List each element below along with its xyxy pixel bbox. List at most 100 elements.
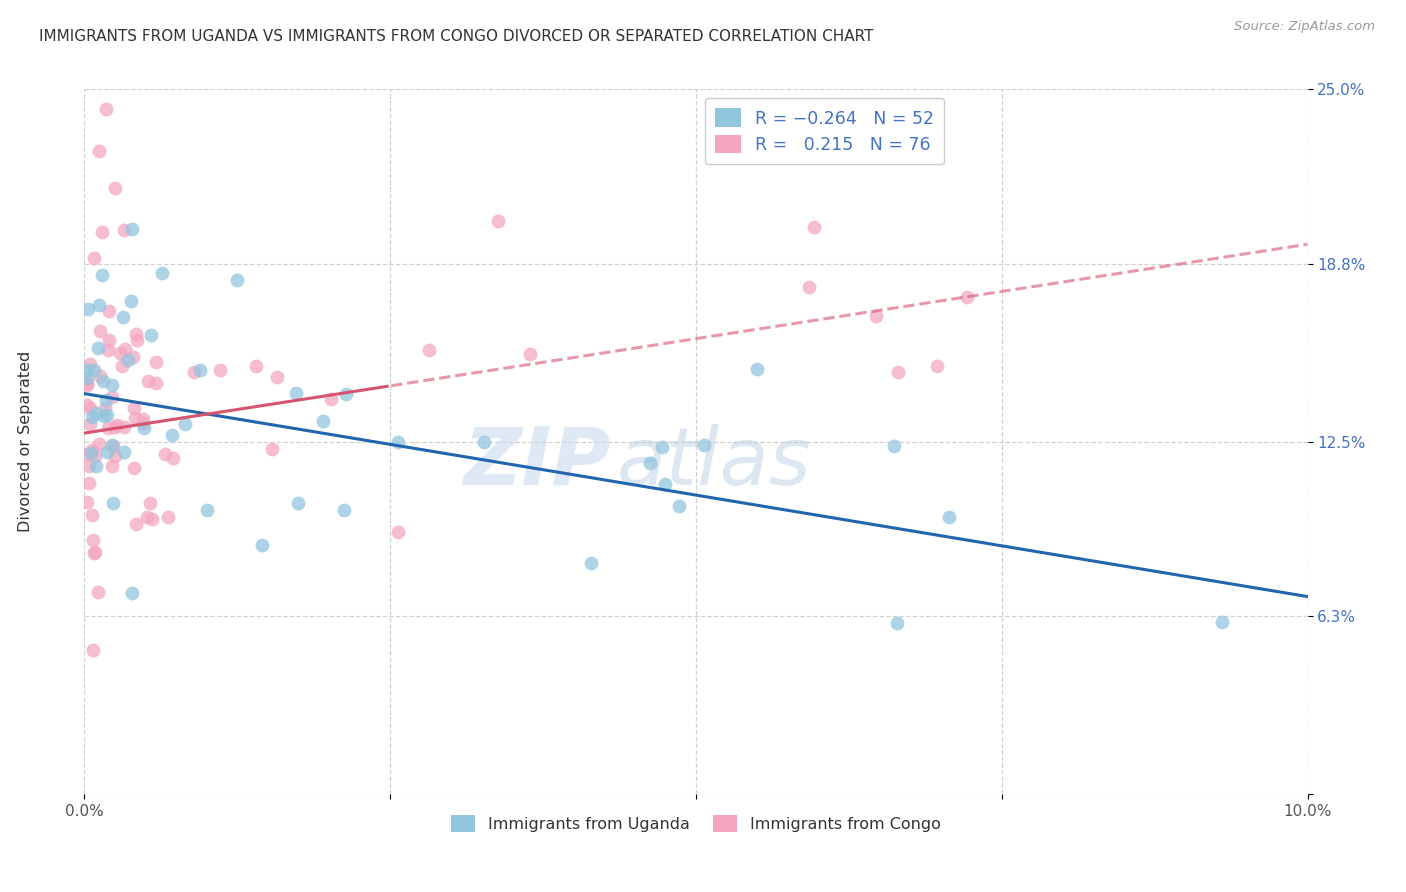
Point — [80, 446, 103, 460]
Point — [108, 345, 131, 359]
Point — [208, 363, 231, 377]
Point — [141, 512, 163, 526]
Text: atlas: atlas — [616, 424, 811, 501]
Point — [89, 324, 111, 338]
Point — [104, 449, 127, 463]
Text: IMMIGRANTS FROM UGANDA VS IMMIGRANTS FROM CONGO DIVORCED OR SEPARATED CORRELATIO: IMMIGRANTS FROM UGANDA VS IMMIGRANTS FRO… — [39, 29, 875, 44]
Point — [82, 443, 104, 458]
Point — [312, 414, 335, 428]
Point — [79, 458, 101, 473]
Point — [121, 351, 143, 365]
Point — [883, 439, 905, 453]
Point — [938, 509, 960, 524]
Point — [188, 363, 211, 377]
Point — [82, 508, 104, 522]
Point — [76, 371, 98, 385]
Point — [117, 352, 139, 367]
Point — [89, 369, 111, 384]
Point — [98, 304, 121, 318]
Point — [579, 556, 602, 570]
Point — [418, 343, 440, 357]
Point — [83, 363, 105, 377]
Point — [101, 438, 124, 452]
Point — [387, 435, 409, 450]
Point — [260, 442, 283, 456]
Point — [486, 214, 509, 228]
Point — [654, 477, 676, 491]
Point — [83, 545, 105, 559]
Point — [98, 333, 121, 347]
Point — [80, 409, 103, 424]
Point — [138, 496, 160, 510]
Point — [101, 458, 124, 473]
Point — [285, 386, 308, 401]
Point — [107, 417, 129, 432]
Point — [245, 359, 267, 374]
Point — [145, 376, 167, 391]
Point — [91, 225, 114, 239]
Point — [125, 326, 148, 341]
Point — [94, 401, 117, 416]
Point — [76, 363, 98, 377]
Point — [76, 376, 98, 391]
Point — [886, 615, 908, 630]
Point — [135, 509, 157, 524]
Point — [83, 251, 105, 265]
Point — [865, 309, 887, 323]
Point — [250, 538, 273, 552]
Point — [82, 533, 104, 548]
Point — [266, 370, 288, 384]
Point — [132, 421, 155, 435]
Point — [93, 409, 115, 423]
Point — [76, 447, 98, 461]
Point — [76, 398, 98, 412]
Point — [157, 510, 180, 524]
Point — [174, 417, 197, 431]
Point — [668, 499, 690, 513]
Legend: Immigrants from Uganda, Immigrants from Congo: Immigrants from Uganda, Immigrants from … — [444, 808, 948, 838]
Point — [87, 145, 110, 159]
Point — [155, 447, 177, 461]
Point — [956, 289, 979, 303]
Point — [745, 362, 768, 376]
Point — [803, 219, 825, 234]
Text: ZIP: ZIP — [463, 424, 610, 501]
Point — [77, 476, 100, 491]
Point — [111, 310, 134, 324]
Point — [321, 392, 343, 407]
Point — [96, 445, 118, 459]
Point — [150, 266, 173, 280]
Point — [104, 420, 127, 434]
Point — [141, 327, 163, 342]
Point — [96, 102, 118, 116]
Point — [160, 428, 183, 442]
Point — [87, 298, 110, 312]
Point — [335, 387, 357, 401]
Point — [387, 525, 409, 540]
Point — [124, 410, 146, 425]
Point — [121, 222, 143, 236]
Point — [104, 181, 127, 195]
Point — [101, 439, 124, 453]
Point — [287, 496, 309, 510]
Point — [125, 516, 148, 531]
Point — [101, 377, 124, 392]
Point — [127, 333, 149, 347]
Point — [925, 359, 948, 374]
Point — [136, 374, 159, 388]
Point — [145, 355, 167, 369]
Point — [76, 378, 98, 392]
Point — [195, 503, 218, 517]
Point — [91, 268, 114, 282]
Point — [1211, 615, 1233, 629]
Point — [76, 495, 98, 509]
Point — [96, 408, 118, 422]
Point — [87, 341, 110, 355]
Point — [111, 359, 134, 373]
Point — [91, 374, 114, 388]
Point — [101, 390, 124, 404]
Point — [226, 272, 249, 286]
Point — [94, 392, 117, 407]
Point — [519, 347, 541, 361]
Point — [76, 301, 98, 316]
